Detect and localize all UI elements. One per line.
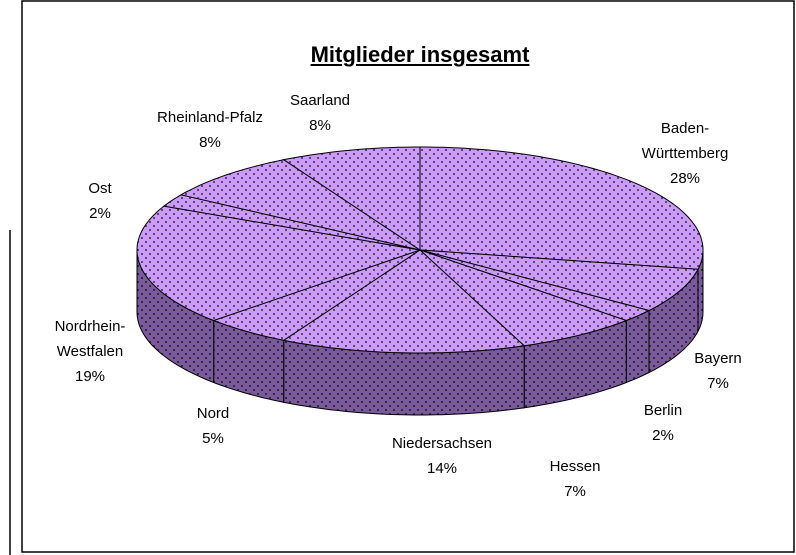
value-label: 28%: [669, 170, 701, 187]
category-label: Nordrhein-Westfalen: [54, 318, 126, 360]
category-label: Baden-Württemberg: [641, 120, 729, 162]
category-label: Berlin: [643, 402, 683, 419]
slice-label: Niedersachsen 14%: [392, 431, 492, 481]
pie-slice: [419, 249, 628, 347]
value-label: 8%: [199, 134, 221, 151]
category-label: Bayern: [694, 350, 742, 367]
value-label: 7%: [564, 483, 586, 500]
pie-slice: [212, 249, 421, 341]
pie-slice: [419, 249, 651, 322]
value-label: 2%: [652, 427, 674, 444]
slice-label: Bayern 7%: [694, 346, 742, 396]
category-label: Hessen: [549, 458, 601, 475]
pie-slice: [282, 146, 421, 251]
pie-slice: [419, 249, 699, 312]
category-label: Saarland: [289, 92, 351, 109]
slice-label: Ost 2%: [88, 176, 111, 226]
slice-label: Baden-Württemberg 28%: [642, 116, 729, 191]
chart-frame: [21, 0, 795, 553]
category-label: Ost: [88, 180, 112, 197]
slice-label: Saarland 8%: [290, 88, 350, 138]
pie-slice: [282, 249, 526, 354]
value-label: 14%: [426, 460, 458, 477]
pie-slice: [136, 205, 421, 322]
value-label: 19%: [74, 368, 106, 385]
slice-label: Rheinland-Pfalz 8%: [157, 105, 263, 155]
slice-label: Berlin 2%: [644, 398, 682, 448]
value-label: 7%: [707, 375, 729, 392]
value-label: 5%: [202, 430, 224, 447]
value-label: 2%: [89, 205, 111, 222]
category-label: Nord: [196, 405, 230, 422]
pie-side: [625, 309, 650, 384]
slice-label: Hessen 7%: [550, 454, 601, 504]
category-label: Rheinland-Pfalz: [157, 109, 263, 126]
category-label: Niedersachsen: [391, 435, 493, 452]
value-label: 8%: [309, 117, 331, 134]
chart-title: Mitglieder insgesamt: [310, 42, 530, 67]
pie-slice: [179, 159, 421, 251]
pie-slice: [162, 194, 421, 251]
slice-label: Nordrhein-Westfalen 19%: [55, 314, 126, 389]
slice-label: Nord 5%: [197, 401, 230, 451]
pie-slice: [419, 146, 704, 270]
